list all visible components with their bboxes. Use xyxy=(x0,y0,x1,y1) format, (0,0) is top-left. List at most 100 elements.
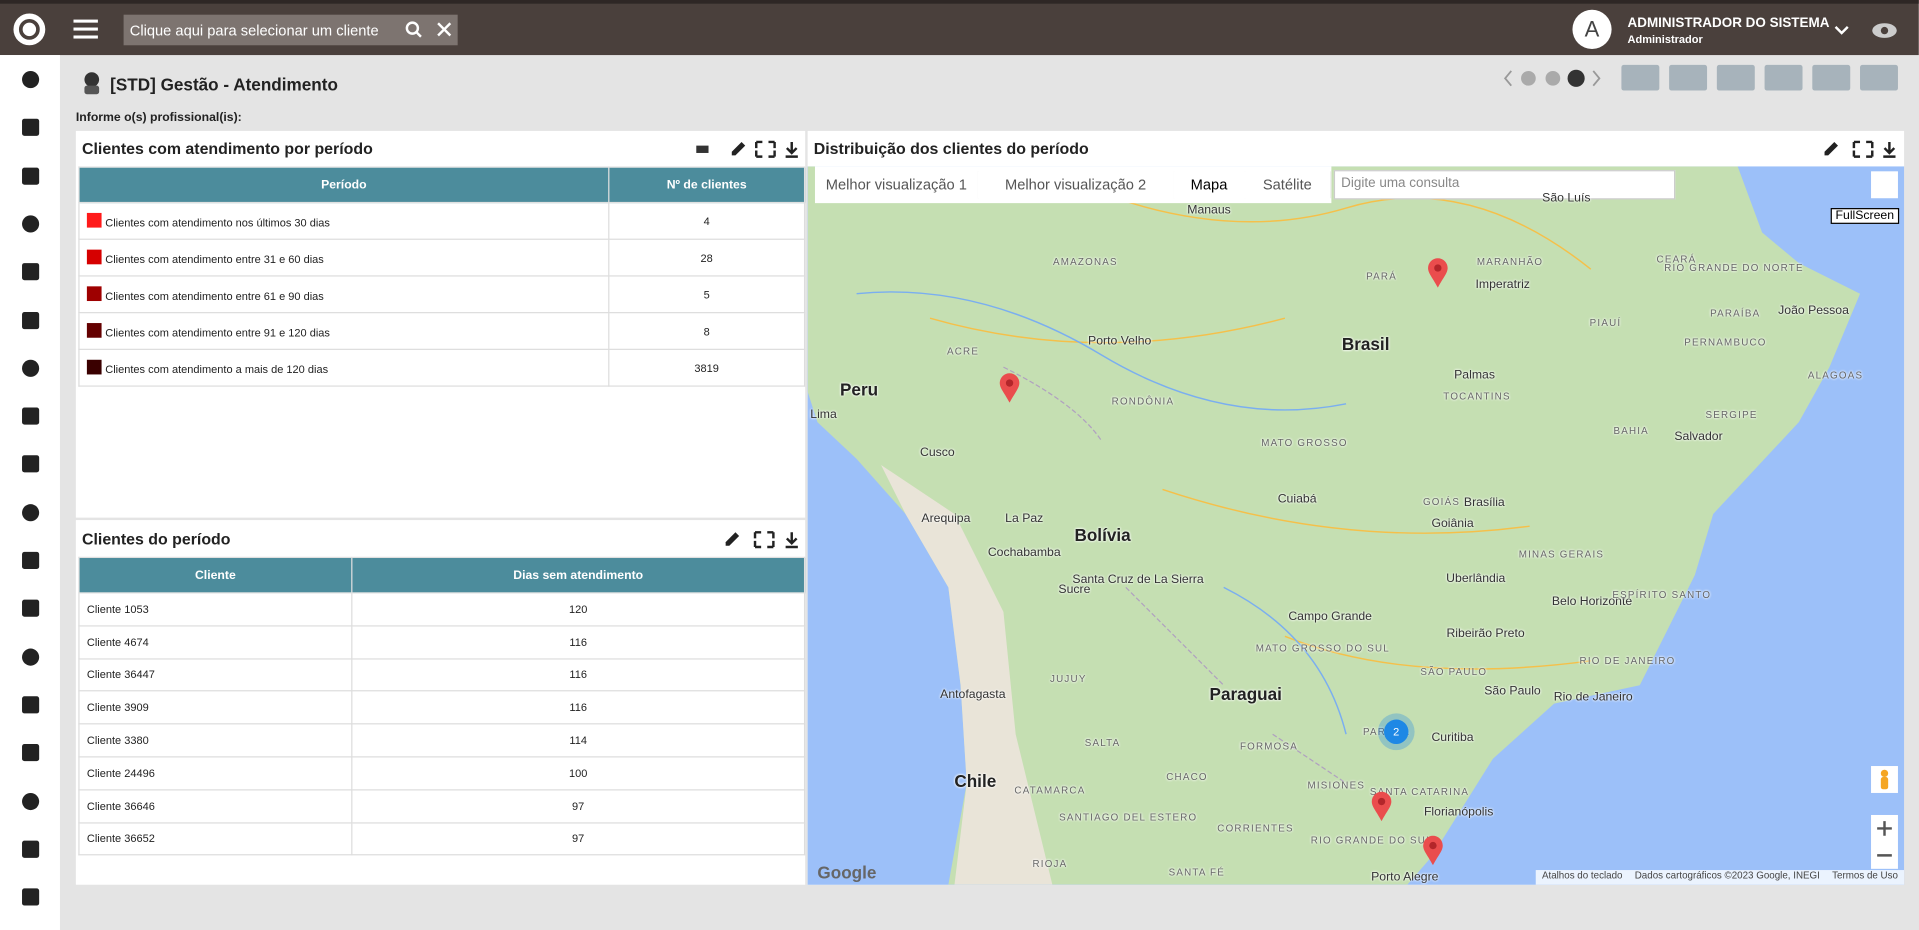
map-type-control: Melhor visualização 1 Melhor visualização… xyxy=(814,166,1332,204)
sidebar-icon[interactable] xyxy=(20,886,42,908)
map-label: CEARÁ xyxy=(1656,253,1697,265)
map-button[interactable]: Mapa xyxy=(1173,171,1246,199)
client-cell: Cliente 24496 xyxy=(78,756,353,791)
map-label: SANTIAGO DEL ESTERO xyxy=(1059,811,1198,823)
sidebar-icon[interactable] xyxy=(20,357,42,379)
toolbar-button[interactable] xyxy=(1860,64,1898,91)
days-cell: 120 xyxy=(351,592,806,627)
pegman[interactable] xyxy=(1871,766,1898,793)
color-swatch xyxy=(86,359,102,375)
sidebar-icon[interactable] xyxy=(20,405,42,427)
attribution-text: Dados cartográficos ©2023 Google, INEGI xyxy=(1634,870,1820,882)
map-marker[interactable] xyxy=(999,372,1021,404)
map-label: Rio de Janeiro xyxy=(1553,690,1633,705)
map-label: Santa Cruz de La Sierra xyxy=(1072,573,1204,587)
map-label: Salvador xyxy=(1674,430,1723,444)
map-search[interactable]: Digite uma consulta xyxy=(1333,170,1676,200)
map-label: Cusco xyxy=(920,446,955,460)
map-label: MATO GROSSO xyxy=(1261,437,1348,449)
days-cell: 97 xyxy=(351,821,806,856)
attribution-text: Termos de Uso xyxy=(1832,870,1898,882)
fullscreen-button[interactable] xyxy=(1871,171,1898,199)
map-label: La Paz xyxy=(1005,512,1044,526)
menu-button[interactable] xyxy=(73,18,100,40)
fullscreen-label[interactable]: FullScreen xyxy=(1830,208,1899,224)
map-label: Uberlândia xyxy=(1446,572,1506,586)
marker-dot xyxy=(1429,841,1437,850)
map-button[interactable]: Melhor visualização 1 xyxy=(814,171,979,199)
sidebar-icon[interactable] xyxy=(20,165,42,187)
panel-title: Distribuição dos clientes do período xyxy=(813,139,1089,158)
map-button[interactable]: Satélite xyxy=(1244,171,1332,199)
map-label: FORMOSA xyxy=(1239,740,1299,752)
table-row: Clientes com atendimento nos últimos 30 … xyxy=(78,201,806,240)
period-cell: Clientes com atendimento nos últimos 30 … xyxy=(78,201,610,240)
icon-shape xyxy=(22,119,40,137)
map-label: MISIONES xyxy=(1307,780,1366,792)
map-logo: Google xyxy=(817,862,877,883)
sidebar-icon[interactable] xyxy=(20,646,42,668)
map-marker[interactable] xyxy=(1427,257,1449,289)
sidebar-icon[interactable] xyxy=(20,598,42,620)
map-marker[interactable] xyxy=(1422,835,1444,867)
map-label: Lima xyxy=(810,408,837,422)
icon-shape xyxy=(22,744,40,762)
days-cell: 116 xyxy=(351,657,806,692)
user-actions[interactable] xyxy=(1833,21,1906,43)
cluster[interactable]: 2 xyxy=(1377,712,1416,751)
map-button[interactable]: Melhor visualização 2 xyxy=(977,171,1175,199)
sidebar-icon[interactable] xyxy=(20,453,42,475)
marker-pin xyxy=(999,373,1020,403)
map-label: SALTA xyxy=(1084,737,1121,749)
sidebar-icon[interactable] xyxy=(20,694,42,716)
toolbar-button[interactable] xyxy=(1669,64,1708,91)
panel-actions[interactable] xyxy=(694,140,804,160)
pagination[interactable] xyxy=(1499,67,1609,89)
days-cell: 97 xyxy=(351,789,806,824)
period-table: Período Nº de clientes Clientes com atendi… xyxy=(78,166,806,387)
sidebar-icon[interactable] xyxy=(20,117,42,139)
map-label: MATO GROSSO DO SUL xyxy=(1255,643,1390,655)
prompt: Informe o(s) profissional(is): xyxy=(75,111,242,125)
sidebar-icon[interactable] xyxy=(20,213,42,235)
panel-actions[interactable] xyxy=(1821,140,1902,160)
period-cell: Clientes com atendimento entre 61 e 90 d… xyxy=(78,275,610,314)
map-marker[interactable] xyxy=(1371,791,1393,823)
avatar[interactable]: A xyxy=(1572,9,1612,49)
map-label: Porto Velho xyxy=(1088,334,1152,349)
sidebar-icon[interactable] xyxy=(20,549,42,571)
sidebar-icon[interactable] xyxy=(20,838,42,860)
table-row: Cliente 36447 116 xyxy=(78,657,806,692)
map-label: Curitiba xyxy=(1431,731,1474,745)
zoom-control[interactable] xyxy=(1871,814,1898,869)
toolbar-button[interactable] xyxy=(1716,64,1755,91)
map-label: SERGIPE xyxy=(1705,409,1758,421)
map-label: Peru xyxy=(839,379,879,399)
attribution-text: Atalhos do teclado xyxy=(1541,870,1623,882)
marker-dot xyxy=(1377,797,1386,806)
count-cell: 4 xyxy=(608,201,806,240)
table-row: Clientes com atendimento entre 61 e 90 d… xyxy=(78,275,806,314)
map[interactable]: Melhor visualização 1 Melhor visualização… xyxy=(807,166,1905,885)
toolbar-button[interactable] xyxy=(1764,64,1803,91)
toolbar-button[interactable] xyxy=(1812,64,1851,91)
sidebar-icon[interactable] xyxy=(20,309,42,331)
panel-actions[interactable] xyxy=(722,530,803,550)
map-label: RIO GRANDE DO SUL xyxy=(1310,835,1433,847)
toolbar-button[interactable] xyxy=(1621,64,1660,91)
count-cell: 8 xyxy=(608,312,806,350)
client-cell: Cliente 3380 xyxy=(78,723,353,758)
icon-shape xyxy=(22,311,40,329)
client-search[interactable]: Clique aqui para selecionar um cliente xyxy=(123,14,458,46)
sidebar-icon[interactable] xyxy=(20,69,42,91)
sidebar-icon[interactable] xyxy=(20,790,42,812)
search-icons[interactable] xyxy=(405,21,454,41)
sidebar-icon[interactable] xyxy=(20,742,42,764)
map-label: Cuiabá xyxy=(1277,492,1317,506)
sidebar-icon[interactable] xyxy=(20,501,42,523)
sidebar-icon[interactable] xyxy=(20,261,42,283)
map-label: MARANHÃO xyxy=(1476,256,1544,268)
days-cell: 116 xyxy=(351,625,806,660)
map-label: RIOJA xyxy=(1032,858,1068,870)
